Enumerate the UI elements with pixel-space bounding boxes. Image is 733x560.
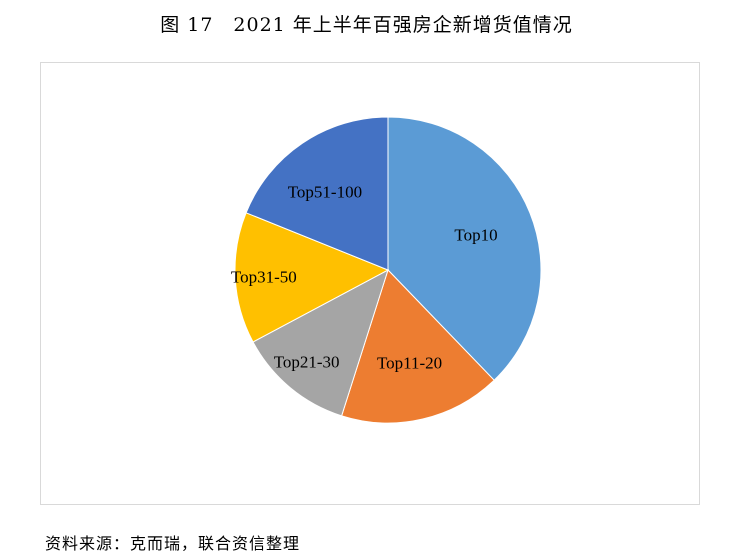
pie-slice-top21-30 bbox=[252, 268, 389, 417]
pie-slice-top11-20 bbox=[341, 269, 495, 424]
data-label-top21-30: Top21-30 bbox=[274, 353, 340, 372]
data-label-top51-100: Top51-100 bbox=[288, 182, 362, 201]
data-label-top10: Top10 bbox=[454, 226, 497, 245]
pie-slice-top31-50 bbox=[234, 212, 390, 343]
chart-frame bbox=[40, 62, 700, 505]
chart-title: 图 17 2021 年上半年百强房企新增货值情况 bbox=[160, 14, 573, 36]
data-label-top31-50: Top31-50 bbox=[231, 267, 297, 286]
source-note: 资料来源：克而瑞，联合资信整理 bbox=[45, 534, 301, 553]
pie-slice-top10 bbox=[387, 116, 542, 381]
pie-slice-top51-100 bbox=[245, 116, 389, 271]
data-label-top11-20: Top11-20 bbox=[377, 353, 442, 372]
